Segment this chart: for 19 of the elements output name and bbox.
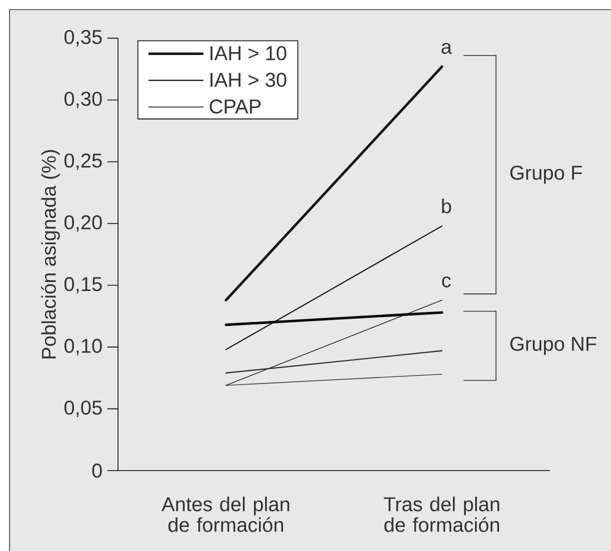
y-tick-label: 0,15 [64, 277, 102, 294]
legend-label: IAH > 10 [210, 46, 286, 60]
legend-label: CPAP [210, 99, 261, 114]
x-tick-label: Antes del plan de formación [162, 496, 290, 532]
y-tick-label: 0,25 [64, 153, 102, 170]
annotation: a [442, 42, 452, 54]
annotation: Grupo F [510, 166, 582, 184]
y-axis-title: Población asignada (%) [41, 150, 60, 358]
annotation: b [442, 198, 452, 214]
annotation: c [442, 276, 451, 288]
y-tick-label: 0,20 [64, 215, 102, 232]
annotation: Grupo NF [510, 336, 596, 355]
x-tick-label: Tras del plan de formación [384, 496, 500, 532]
y-tick-label: 0,05 [64, 400, 102, 418]
y-tick-label: 0,10 [64, 338, 102, 356]
y-tick-label: 0,30 [64, 92, 102, 108]
legend-label: IAH > 30 [210, 72, 286, 87]
y-tick-label: 0 [92, 464, 102, 478]
y-tick-label: 0,35 [64, 30, 102, 46]
